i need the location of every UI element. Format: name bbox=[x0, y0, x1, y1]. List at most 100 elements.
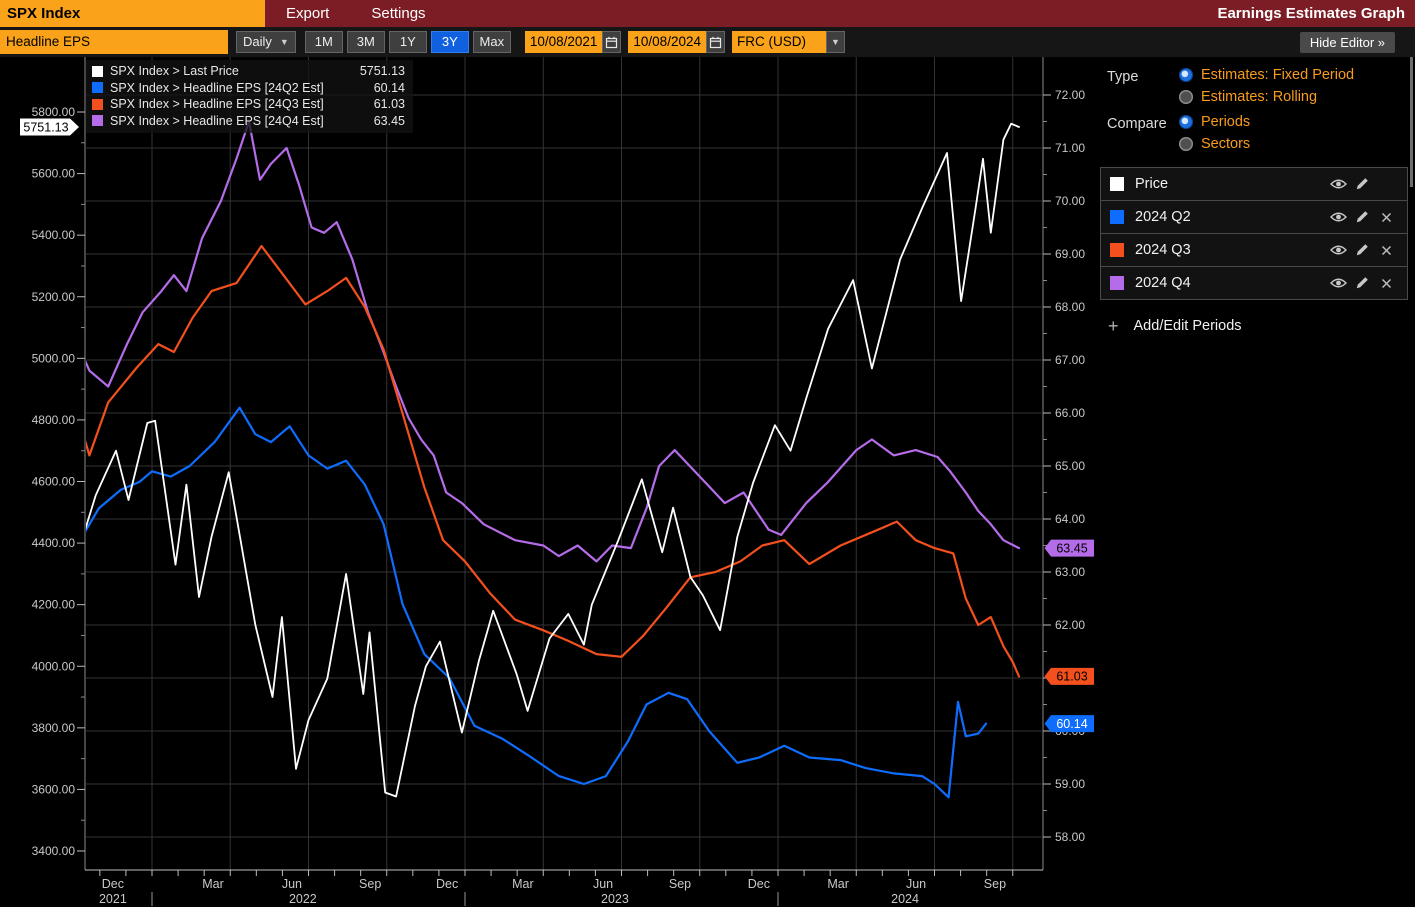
legend-row: SPX Index > Headline EPS [24Q4 Est] 63.45 bbox=[92, 113, 405, 130]
axis-callouts: 5751.13 63.45 61.03 60.14 bbox=[20, 118, 1094, 733]
edit-style-button[interactable] bbox=[1350, 276, 1374, 290]
series-swatch bbox=[1110, 276, 1124, 290]
series-row-2024-q2[interactable]: 2024 Q2 bbox=[1101, 200, 1407, 233]
right-axis-tick-label: 58.00 bbox=[1055, 830, 1085, 844]
type-section: Type Estimates: Fixed Period Estimates: R… bbox=[1107, 67, 1415, 105]
calendar-to-button[interactable] bbox=[705, 31, 725, 53]
series-row-price[interactable]: Price bbox=[1101, 168, 1407, 200]
period-series-list: Price 2024 Q2 2024 Q3 2024 Q4 bbox=[1100, 167, 1408, 300]
type-option-label: Estimates: Fixed Period bbox=[1201, 67, 1355, 83]
callout-value: 60.14 bbox=[1056, 717, 1087, 731]
x-axis-month-label: Dec bbox=[436, 877, 458, 891]
radio-icon[interactable] bbox=[1179, 137, 1193, 151]
show-hide-button[interactable] bbox=[1326, 178, 1350, 190]
pencil-icon bbox=[1356, 244, 1368, 256]
calendar-icon bbox=[606, 36, 618, 48]
field-input[interactable]: Headline EPS bbox=[0, 30, 228, 54]
add-edit-periods-label: Add/Edit Periods bbox=[1133, 318, 1242, 334]
series-swatch bbox=[1110, 243, 1124, 257]
eye-icon bbox=[1329, 212, 1347, 222]
type-option[interactable]: Estimates: Rolling bbox=[1179, 89, 1354, 105]
series-row-2024-q4[interactable]: 2024 Q4 bbox=[1101, 266, 1407, 299]
legend-value: 5751.13 bbox=[359, 64, 405, 79]
x-axis-year-label: 2022 bbox=[289, 892, 317, 906]
x-axis-month-label: Dec bbox=[748, 877, 770, 891]
left-axis-tick-label: 3600.00 bbox=[32, 782, 76, 796]
compare-option[interactable]: Sectors bbox=[1179, 136, 1250, 152]
legend-value: 63.45 bbox=[373, 113, 405, 128]
remove-icon bbox=[1381, 212, 1391, 222]
radio-selected-icon[interactable] bbox=[1179, 68, 1193, 82]
hide-editor-button[interactable]: Hide Editor » bbox=[1299, 31, 1395, 53]
edit-style-button[interactable] bbox=[1350, 177, 1374, 191]
right-axis-tick-label: 71.00 bbox=[1055, 141, 1085, 155]
type-option[interactable]: Estimates: Fixed Period bbox=[1179, 67, 1354, 83]
x-axis-month-label: Jun bbox=[906, 877, 926, 891]
radio-selected-icon[interactable] bbox=[1179, 115, 1193, 129]
x-axis-month-label: Mar bbox=[202, 877, 224, 891]
show-hide-button[interactable] bbox=[1326, 277, 1350, 289]
date-to-input[interactable]: 10/08/2024 bbox=[628, 31, 706, 53]
left-axis-tick-label: 5600.00 bbox=[32, 167, 76, 181]
pencil-icon bbox=[1356, 277, 1368, 289]
menu-item-settings[interactable]: Settings bbox=[371, 5, 426, 22]
legend-row: SPX Index > Headline EPS [24Q3 Est] 61.03 bbox=[92, 96, 405, 113]
panel-scrollbar[interactable] bbox=[1410, 57, 1413, 187]
date-from-input[interactable]: 10/08/2021 bbox=[524, 31, 603, 53]
compare-option-label: Periods bbox=[1201, 114, 1251, 130]
left-axis-tick-label: 5200.00 bbox=[32, 290, 76, 304]
range-button-3m[interactable]: 3M bbox=[346, 31, 385, 53]
series-line-0 bbox=[86, 120, 1021, 563]
right-axis-tick-label: 63.00 bbox=[1055, 565, 1085, 579]
right-axis-tick-label: 59.00 bbox=[1055, 777, 1085, 791]
left-axis-tick-label: 4000.00 bbox=[32, 659, 76, 673]
callout-value: 63.45 bbox=[1056, 541, 1087, 555]
left-axis-tick-label: 5000.00 bbox=[32, 351, 76, 365]
legend-label: SPX Index > Headline EPS [24Q2 Est] bbox=[110, 80, 324, 95]
legend-label: SPX Index > Headline EPS [24Q3 Est] bbox=[110, 97, 324, 112]
range-button-3y[interactable]: 3Y bbox=[430, 31, 469, 53]
series-line-2 bbox=[86, 406, 988, 799]
menu-item-export[interactable]: Export bbox=[286, 5, 330, 22]
left-axis-tick-label: 4800.00 bbox=[32, 413, 76, 427]
left-axis-tick-label: 5800.00 bbox=[32, 105, 76, 119]
legend-label: SPX Index > Last Price bbox=[110, 64, 239, 79]
remove-icon bbox=[1381, 278, 1391, 288]
legend-swatch bbox=[92, 82, 103, 94]
calendar-from-button[interactable] bbox=[602, 31, 622, 53]
menu-bar: Export Settings bbox=[265, 0, 447, 27]
callout-tag bbox=[1044, 539, 1094, 557]
legend-swatch bbox=[92, 115, 103, 127]
security-selector[interactable]: FRC (USD) bbox=[731, 31, 826, 53]
right-axis-tick-label: 69.00 bbox=[1055, 247, 1085, 261]
security-dropdown-button[interactable]: ▼ bbox=[825, 31, 845, 53]
show-hide-button[interactable] bbox=[1326, 211, 1350, 223]
x-axis-year-label: 2023 bbox=[601, 892, 629, 906]
editor-panel: Type Estimates: Fixed Period Estimates: R… bbox=[1097, 57, 1415, 907]
pencil-icon bbox=[1356, 211, 1368, 223]
series-swatch bbox=[1110, 210, 1124, 224]
add-edit-periods-button[interactable]: + Add/Edit Periods bbox=[1108, 317, 1415, 335]
show-hide-button[interactable] bbox=[1326, 244, 1350, 256]
ticker-input[interactable]: SPX Index bbox=[0, 0, 265, 27]
edit-style-button[interactable] bbox=[1350, 243, 1374, 257]
remove-period-button[interactable] bbox=[1374, 278, 1398, 289]
compare-option[interactable]: Periods bbox=[1179, 114, 1250, 130]
range-button-1y[interactable]: 1Y bbox=[388, 31, 427, 53]
remove-period-button[interactable] bbox=[1374, 212, 1398, 223]
series-lines bbox=[86, 120, 1021, 799]
remove-period-button[interactable] bbox=[1374, 245, 1398, 256]
range-button-max[interactable]: Max bbox=[472, 31, 511, 53]
left-axis-tick-label: 3400.00 bbox=[32, 844, 76, 858]
callout-value: 61.03 bbox=[1056, 670, 1087, 684]
callout-tag bbox=[1044, 667, 1094, 685]
range-button-1m[interactable]: 1M bbox=[304, 31, 343, 53]
series-row-2024-q3[interactable]: 2024 Q3 bbox=[1101, 233, 1407, 266]
compare-section: Compare Periods Sectors bbox=[1107, 114, 1415, 152]
series-label: 2024 Q4 bbox=[1135, 275, 1191, 291]
edit-style-button[interactable] bbox=[1350, 210, 1374, 224]
frequency-dropdown[interactable]: Daily ▼ bbox=[236, 31, 296, 53]
radio-icon[interactable] bbox=[1179, 90, 1193, 104]
series-line-1 bbox=[86, 244, 1021, 678]
